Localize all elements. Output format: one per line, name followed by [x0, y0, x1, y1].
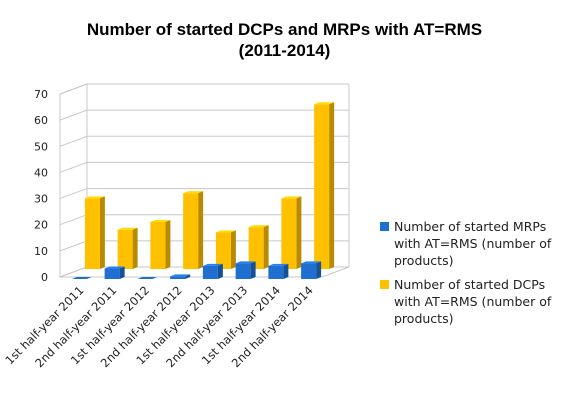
mrp-bar-top [170, 274, 191, 277]
dcp-bar-top [183, 191, 204, 194]
dcp-bar [117, 229, 133, 269]
dcp-bar [150, 221, 166, 269]
y-tick-label: 0 [41, 271, 48, 284]
mrp-bar-top [235, 261, 256, 264]
mrp-bar [170, 276, 186, 279]
mrp-bar [104, 268, 120, 279]
dcp-bar [248, 227, 264, 269]
dcp-bar-top [84, 196, 105, 199]
legend-label-mrps: Number of started MRPs with AT=RMS (numb… [394, 219, 552, 268]
y-tick-label: 70 [34, 88, 48, 101]
mrp-bar-side [316, 261, 322, 279]
dcp-bar [281, 198, 297, 269]
dcp-bar-side [296, 196, 302, 269]
gridline [59, 109, 349, 121]
dcp-bar [215, 232, 231, 269]
dcp-bar-top [117, 227, 138, 230]
mrp-bar-top [301, 261, 322, 264]
dcp-bar-top [215, 230, 236, 233]
mrp-bar-top [268, 263, 289, 266]
gridline [59, 188, 349, 200]
y-tick-label: 50 [34, 140, 48, 153]
dcp-bar [183, 193, 199, 269]
dcp-bar [84, 198, 100, 269]
mrp-bar [71, 277, 92, 279]
dcp-bar-side [329, 102, 335, 269]
y-tick-label: 40 [34, 166, 48, 179]
chart-subtitle: (2011-2014) [238, 41, 331, 60]
y-tick-label: 30 [34, 193, 48, 206]
dcp-bar-side [132, 227, 138, 269]
y-tick-label: 10 [34, 245, 48, 258]
mrp-bar-top [104, 266, 125, 269]
gridline [59, 83, 349, 95]
left-wall [59, 83, 88, 278]
dcp-bar-top [314, 102, 335, 105]
mrp-bar [137, 277, 158, 279]
chart-title: Number of started DCPs and MRPs with AT=… [86, 20, 483, 39]
mrp-bar-side [217, 263, 223, 279]
dcp-bar-top [281, 196, 302, 199]
mrp-bar-top [202, 263, 223, 266]
mrp-bar [268, 265, 284, 279]
mrp-bar [301, 263, 317, 279]
legend-swatch-mrps [380, 222, 389, 231]
mrp-bar [235, 263, 251, 279]
gridline [59, 135, 349, 147]
dcp-bar-top [248, 225, 269, 228]
mrp-bar-side [250, 261, 256, 279]
dcp-bar-side [99, 196, 105, 269]
mrp-bar [202, 265, 218, 279]
dcp-bar [314, 104, 330, 269]
y-tick-label: 60 [34, 114, 48, 127]
dcp-bar-top [150, 219, 171, 222]
legend-label-dcps: Number of started DCPs with AT=RMS (numb… [394, 277, 552, 326]
dcp-bar-side [263, 225, 269, 269]
mrp-bar-side [185, 274, 191, 279]
dcp-bar-side [165, 219, 171, 269]
mrp-bar-side [119, 266, 125, 279]
mrp-bar-side [283, 263, 289, 279]
gridline [59, 161, 349, 173]
legend-swatch-dcps [380, 280, 389, 289]
y-tick-label: 20 [34, 219, 48, 232]
dcp-bar-side [198, 191, 204, 269]
dcp-bar-side [230, 230, 236, 269]
